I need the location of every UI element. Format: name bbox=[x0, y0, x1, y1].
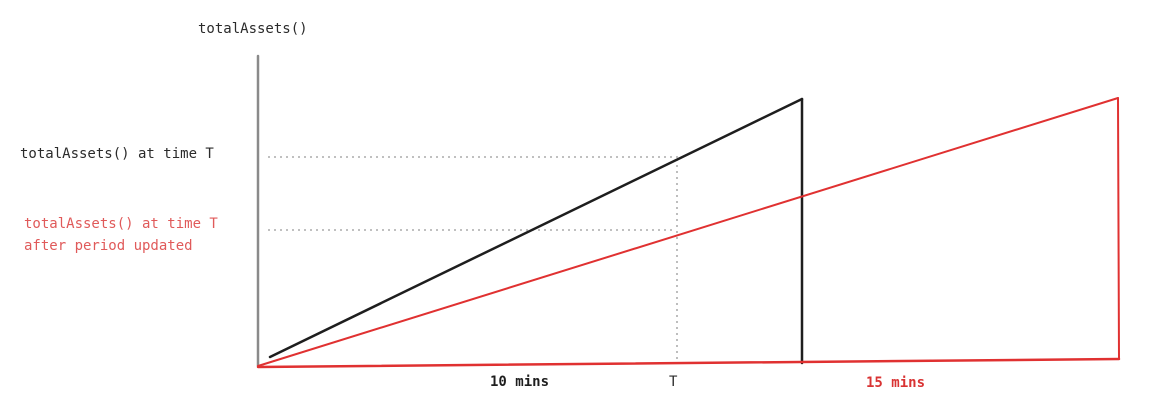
x-label-first-period: 10 mins bbox=[490, 374, 549, 390]
x-label-time: T bbox=[669, 374, 678, 390]
x-axis-red bbox=[256, 357, 1121, 369]
updated-ramp-line bbox=[257, 97, 1119, 367]
updated-drop-line bbox=[1117, 97, 1120, 360]
y-axis-title: totalAssets() bbox=[198, 21, 308, 37]
original-ramp-line bbox=[268, 97, 804, 359]
marker-top-label: totalAssets() at time T bbox=[20, 146, 214, 162]
marker-bottom-label-line1: totalAssets() at time T bbox=[24, 216, 218, 232]
x-label-second-period: 15 mins bbox=[866, 375, 925, 391]
marker-bottom-label-line2: after period updated bbox=[24, 238, 193, 254]
